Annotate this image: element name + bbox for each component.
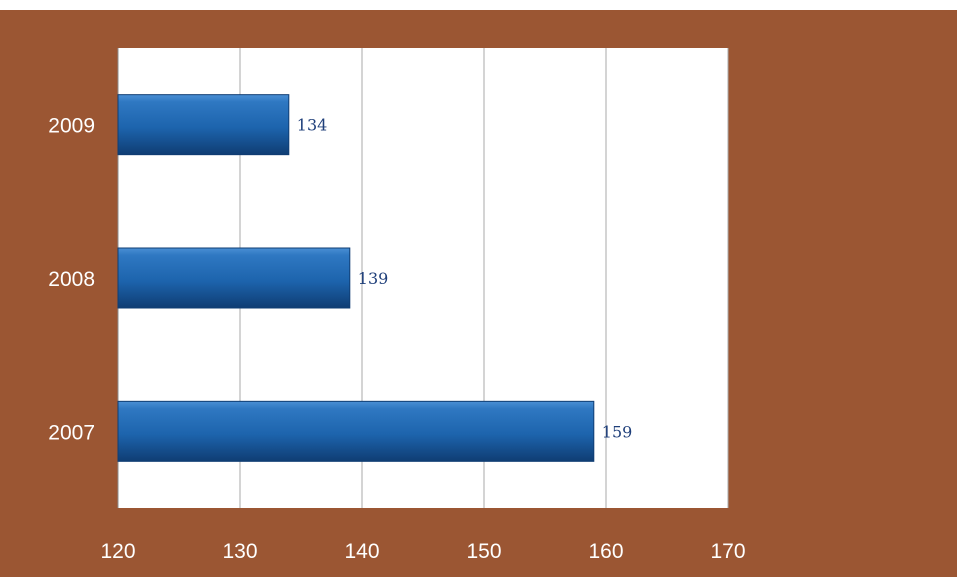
data-label-2008: 139: [358, 269, 389, 288]
y-tick-label-2007: 2007: [48, 421, 95, 444]
x-tick-label-150: 150: [466, 540, 501, 563]
x-tick-label-120: 120: [100, 540, 135, 563]
data-label-2009: 134: [297, 116, 328, 135]
x-tick-label-130: 130: [222, 540, 257, 563]
bars: [117, 94, 595, 462]
x-tick-label-170: 170: [710, 540, 745, 563]
y-axis-tick-labels: 2007 2008 2009: [48, 115, 95, 445]
data-labels: 159 139 134: [297, 116, 633, 442]
bar-chart: 159 139 134 2007 2008 2009 120 130 140 150 160 17…: [48, 48, 746, 563]
bar-2009: [117, 94, 290, 156]
x-axis-tick-labels: 120 130 140 150 160 170: [100, 540, 745, 563]
y-tick-label-2008: 2008: [48, 268, 95, 291]
x-tick-label-160: 160: [588, 540, 623, 563]
bar-2007: [117, 400, 595, 462]
x-tick-label-140: 140: [344, 540, 379, 563]
bar-2008: [117, 247, 351, 309]
y-tick-label-2009: 2009: [48, 115, 95, 138]
data-label-2007: 159: [602, 422, 633, 441]
